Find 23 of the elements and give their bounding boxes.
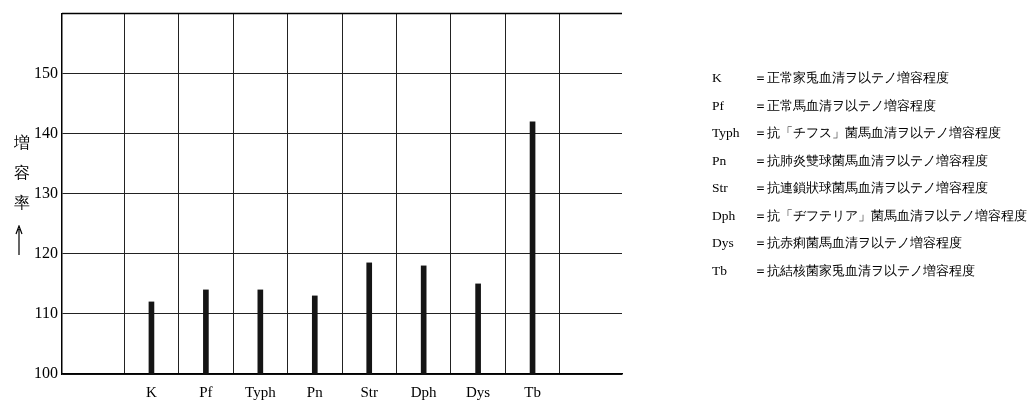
text: Str ＝抗連鎖狀球菌馬血清ヲ以テノ増容程度 (712, 180, 988, 195)
text: Pf ＝正常馬血清ヲ以テノ増容程度 (712, 97, 936, 113)
text: Typh＝抗「チフス」菌馬血清ヲ以テノ増容程度 (712, 124, 1002, 142)
text: Dys ＝抗赤痢菌馬血清ヲ以テノ増容程度 (712, 235, 962, 250)
text: Pn ＝抗肺炎雙球菌馬血清ヲ以テノ増容程度 (712, 152, 988, 168)
y-tick-label: 140 (34, 123, 58, 141)
y-tick-label: 100 (34, 364, 58, 382)
y-tick-label: 150 (34, 63, 58, 81)
x-tick-label: Str (360, 383, 378, 400)
x-tick-label: Typh (245, 383, 277, 400)
text: Tb ＝抗結核菌家兎血清ヲ以テノ増容程度 (712, 262, 975, 278)
x-tick-label: Pf (199, 383, 213, 400)
y-tick-label: 110 (34, 304, 58, 322)
y-tick-label: 130 (34, 184, 58, 201)
text: Dph ＝抗「ヂフテリア」菌馬血清ヲ以テノ増容程度 (712, 207, 1027, 223)
y-axis-title: 増容率 (14, 133, 30, 212)
x-tick-label: Tb (524, 383, 541, 400)
x-tick-label: K (146, 383, 158, 400)
x-tick-label: Dys (466, 383, 491, 400)
x-tick-label: Dph (410, 383, 438, 400)
x-tick-label: Pn (306, 383, 324, 400)
text: K ＝正常家兎血清ヲ以テノ増容程度 (712, 70, 949, 85)
y-tick-label: 120 (34, 244, 58, 262)
